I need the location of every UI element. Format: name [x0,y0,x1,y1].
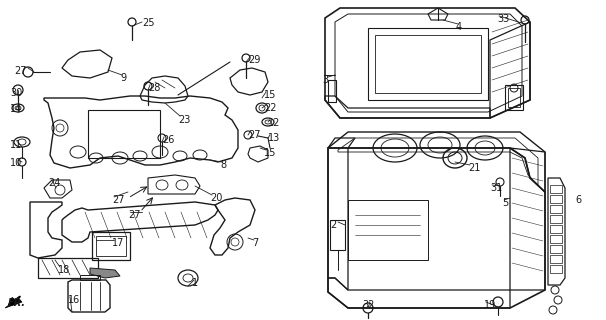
Text: 33: 33 [497,14,509,24]
Text: 10: 10 [10,158,22,168]
Text: 11: 11 [10,140,22,150]
Bar [38,258,98,278]
Bar [330,220,345,250]
Text: 29: 29 [248,55,261,65]
Bar [550,205,562,213]
Bar [348,200,428,260]
Bar [550,245,562,253]
Text: 13: 13 [268,133,280,143]
Text: 15: 15 [264,90,276,100]
Bar [550,255,562,263]
Text: 15: 15 [264,148,276,158]
Text: 28: 28 [148,83,161,93]
Text: 8: 8 [220,160,226,170]
Bar [375,35,481,93]
Text: 7: 7 [252,238,258,248]
Bar [550,225,562,233]
Bar [505,85,523,110]
Text: 27: 27 [128,210,141,220]
Bar [550,185,562,193]
Text: FR.: FR. [8,298,26,308]
Bar [328,80,336,102]
Polygon shape [90,268,120,278]
Text: 6: 6 [575,195,581,205]
Text: 21: 21 [468,163,481,173]
Text: 26: 26 [162,135,175,145]
Bar [92,232,130,260]
Bar [550,195,562,203]
Text: 3: 3 [322,75,328,85]
Bar [88,110,160,158]
Text: 27: 27 [248,130,261,140]
Text: 27: 27 [112,195,124,205]
Text: 12: 12 [268,118,281,128]
Text: 4: 4 [456,22,462,32]
Text: 32: 32 [362,300,375,310]
Bar [550,235,562,243]
Text: 2: 2 [330,220,336,230]
Text: 5: 5 [502,198,508,208]
Text: 22: 22 [264,103,276,113]
Text: 1: 1 [192,278,198,288]
Text: 18: 18 [58,265,70,275]
Text: 24: 24 [48,178,61,188]
Text: 14: 14 [10,104,22,114]
Text: 23: 23 [178,115,190,125]
Text: 31: 31 [490,183,502,193]
Text: 20: 20 [210,193,222,203]
Text: 9: 9 [120,73,126,83]
Bar [368,28,488,100]
Text: 16: 16 [68,295,80,305]
Text: 25: 25 [142,18,155,28]
Bar [550,215,562,223]
Text: 27: 27 [14,66,27,76]
Text: 19: 19 [484,300,496,310]
Bar [96,236,126,256]
Text: 17: 17 [112,238,124,248]
Bar [550,265,562,273]
Text: 30: 30 [10,88,22,98]
Polygon shape [5,298,22,308]
Bar [508,88,520,107]
